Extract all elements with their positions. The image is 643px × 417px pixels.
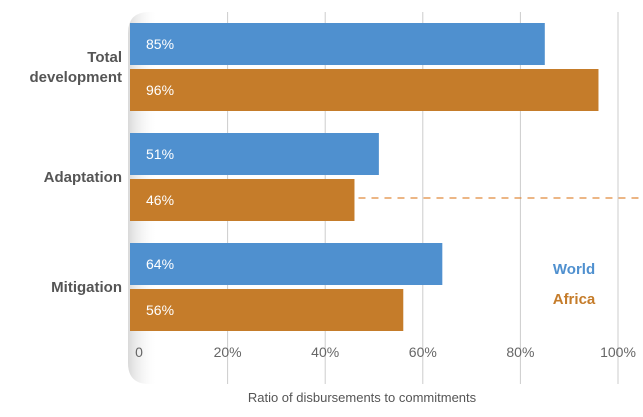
- x-tick-label: 100%: [600, 344, 636, 360]
- x-tick-labels: 0 20% 40% 60% 80% 100%: [135, 344, 636, 360]
- x-axis-title: Ratio of disbursements to commitments: [248, 390, 477, 405]
- bars: 85% 96% 51% 46% 64% 56%: [130, 23, 643, 331]
- legend: World Africa: [553, 261, 596, 308]
- legend-entry-africa: Africa: [553, 291, 596, 308]
- bar-value-label: 96%: [146, 82, 174, 98]
- x-tick-label: 0: [135, 344, 143, 360]
- bar-world-0: [130, 23, 545, 65]
- bar-value-label: 56%: [146, 302, 174, 318]
- bar-africa-0: [130, 69, 599, 111]
- bar-value-label: 64%: [146, 256, 174, 272]
- bar-africa-2: [130, 289, 404, 331]
- category-label: Adaptation: [44, 169, 122, 186]
- category-label: Total development: [29, 49, 122, 86]
- bar-world-2: [130, 243, 443, 285]
- legend-entry-world: World: [553, 261, 595, 278]
- bar-value-label: 85%: [146, 36, 174, 52]
- category-label: Mitigation: [51, 279, 122, 296]
- x-tick-label: 60%: [409, 344, 437, 360]
- bar-world-1: [130, 133, 379, 175]
- x-tick-label: 40%: [311, 344, 339, 360]
- category-labels: Total development Adaptation Mitigation: [29, 49, 122, 296]
- bar-africa-1: [130, 179, 355, 221]
- bar-value-label: 51%: [146, 146, 174, 162]
- x-tick-label: 80%: [506, 344, 534, 360]
- bar-value-label: 46%: [146, 192, 174, 208]
- x-tick-label: 20%: [214, 344, 242, 360]
